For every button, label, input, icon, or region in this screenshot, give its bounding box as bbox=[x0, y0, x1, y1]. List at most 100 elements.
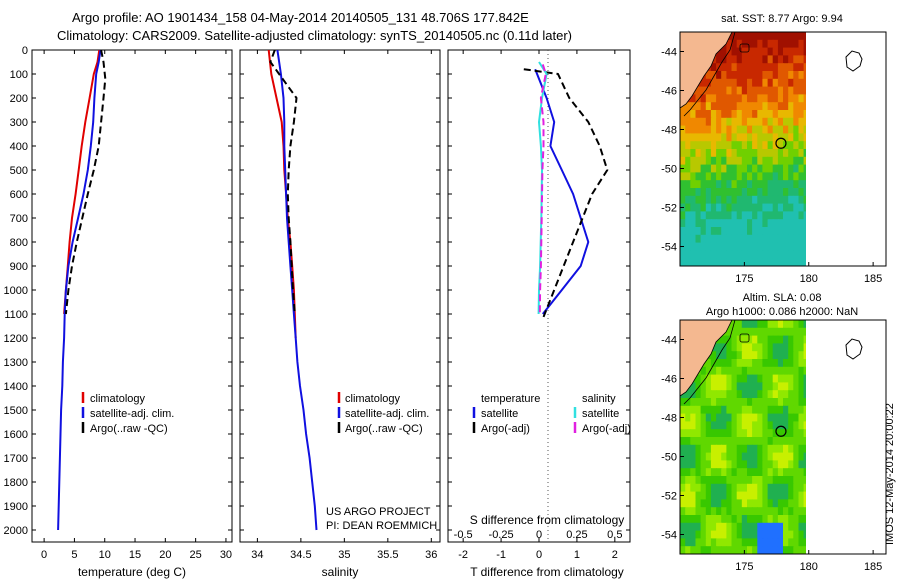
heatmap-cell bbox=[752, 172, 758, 181]
heatmap-cell bbox=[752, 483, 758, 493]
heatmap-cell bbox=[757, 398, 764, 407]
heatmap-cell bbox=[783, 203, 789, 212]
heatmap-cell bbox=[716, 515, 722, 524]
heatmap-cell bbox=[736, 530, 743, 539]
heatmap-cell bbox=[726, 149, 733, 158]
heatmap-cell bbox=[788, 398, 794, 407]
heatmap-cell bbox=[783, 102, 789, 111]
heatmap-cell bbox=[685, 250, 691, 259]
heatmap-cell bbox=[721, 530, 727, 539]
salinity-series bbox=[267, 50, 318, 531]
heatmap-cell bbox=[762, 203, 769, 212]
heatmap-cell bbox=[757, 219, 764, 228]
heatmap-cell bbox=[741, 413, 748, 422]
heatmap-cell bbox=[685, 125, 691, 134]
heatmap-cell bbox=[680, 250, 686, 259]
depth-tick-label: 1600 bbox=[4, 429, 28, 441]
heatmap-cell bbox=[793, 219, 800, 228]
heatmap-cell bbox=[783, 110, 789, 119]
heatmap-cell bbox=[731, 491, 738, 500]
timestamp: IMOS 12-May-2014 20:00:22 bbox=[884, 403, 896, 545]
heatmap-cell bbox=[690, 125, 697, 134]
heatmap-cell bbox=[788, 71, 794, 80]
heatmap-cell bbox=[747, 195, 753, 205]
heatmap-cell bbox=[705, 530, 712, 539]
heatmap-cell bbox=[695, 546, 702, 554]
heatmap-cell bbox=[705, 188, 712, 197]
heatmap-cell bbox=[772, 125, 779, 134]
heatmap-cell bbox=[772, 366, 779, 376]
heatmap-cell bbox=[793, 195, 800, 205]
heatmap-cell bbox=[788, 476, 794, 485]
heatmap-cell bbox=[752, 110, 758, 119]
heatmap-cell bbox=[757, 374, 764, 383]
heatmap-cell bbox=[793, 86, 800, 95]
heatmap-cell bbox=[685, 429, 691, 438]
heatmap-cell bbox=[690, 429, 697, 438]
heatmap-cell bbox=[695, 483, 702, 493]
heatmap-cell bbox=[757, 507, 764, 516]
heatmap-cell bbox=[783, 491, 789, 500]
heatmap-cell bbox=[757, 351, 764, 360]
temperature-ticks: 0 5 10 15 20 25 30 bbox=[41, 50, 232, 561]
heatmap-cell bbox=[788, 515, 794, 524]
depth-tick-label: 700 bbox=[10, 213, 28, 225]
heatmap-cell bbox=[690, 483, 697, 493]
heatmap-cell bbox=[757, 452, 764, 461]
heatmap-cell bbox=[726, 546, 733, 554]
heatmap-cell bbox=[731, 149, 738, 158]
heatmap-cell bbox=[726, 343, 733, 352]
heatmap-cell bbox=[741, 491, 748, 500]
heatmap-cell bbox=[710, 63, 717, 72]
heatmap-cell bbox=[680, 227, 686, 236]
heatmap-cell bbox=[690, 149, 697, 158]
heatmap-cell bbox=[762, 343, 769, 352]
heatmap-cell bbox=[721, 413, 727, 422]
heatmap-cell bbox=[752, 390, 758, 399]
heatmap-cell bbox=[777, 546, 784, 554]
heatmap-cell bbox=[788, 499, 794, 508]
heatmap-cell bbox=[690, 94, 697, 103]
salinity-difference-ticks: -0.5 -0.25 0 0.25 0.5 bbox=[454, 529, 623, 541]
heatmap-cell bbox=[680, 515, 686, 524]
heatmap-cell bbox=[798, 382, 805, 391]
heatmap-cell bbox=[788, 242, 794, 251]
heatmap-cell bbox=[700, 483, 707, 493]
heatmap-cell bbox=[690, 507, 697, 516]
heatmap-cell bbox=[705, 382, 712, 391]
heatmap-cell bbox=[762, 507, 769, 516]
heatmap-cell bbox=[752, 94, 758, 103]
heatmap-cell bbox=[685, 164, 691, 173]
heatmap-cell bbox=[685, 102, 691, 111]
heatmap-cell bbox=[798, 203, 805, 212]
heatmap-cell bbox=[705, 507, 712, 516]
heatmap-cell bbox=[741, 499, 748, 508]
heatmap-cell bbox=[767, 141, 774, 150]
legend-label-argo: Argo(..raw -QC) bbox=[90, 423, 168, 435]
heatmap-cell bbox=[685, 437, 691, 446]
heatmap-cell bbox=[716, 117, 722, 127]
heatmap-cell bbox=[710, 437, 717, 446]
heatmap-cell bbox=[793, 156, 800, 166]
heatmap-cell bbox=[767, 483, 774, 493]
heatmap-cell bbox=[695, 452, 702, 461]
heatmap-cell bbox=[747, 483, 753, 493]
legend-label-climatology: climatology bbox=[90, 393, 146, 405]
heatmap-cell bbox=[783, 343, 789, 352]
heatmap-cell bbox=[690, 499, 697, 508]
heatmap-cell bbox=[798, 250, 805, 259]
heatmap-cell bbox=[736, 483, 743, 493]
heatmap-cell bbox=[700, 522, 707, 532]
heatmap-cell bbox=[705, 211, 712, 220]
heatmap-cell bbox=[726, 413, 733, 422]
series-line-temperature-satellite bbox=[534, 68, 590, 315]
heatmap-cell bbox=[793, 180, 800, 189]
heatmap-cell bbox=[762, 335, 769, 344]
heatmap-cell bbox=[695, 203, 702, 212]
heatmap-cell bbox=[716, 149, 722, 158]
heatmap-cell bbox=[747, 133, 753, 142]
heatmap-cell bbox=[783, 444, 789, 454]
heatmap-cell bbox=[710, 149, 717, 158]
heatmap-cell bbox=[757, 366, 764, 376]
heatmap-cell bbox=[695, 86, 702, 95]
